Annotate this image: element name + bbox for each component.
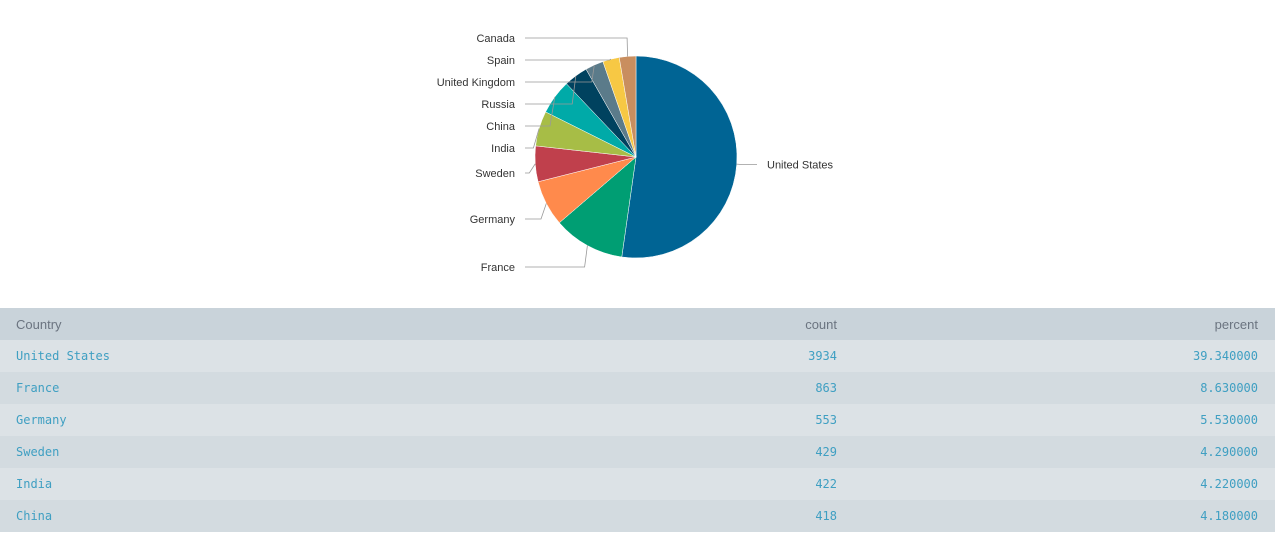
country-cell[interactable]: China: [16, 509, 53, 523]
count-cell[interactable]: 418: [815, 509, 837, 523]
column-header-country[interactable]: Country: [16, 316, 62, 332]
leader-line: [525, 245, 588, 268]
pie-label-china: China: [486, 121, 516, 133]
pie-label-india: India: [491, 143, 516, 155]
country-cell[interactable]: United States: [16, 349, 110, 363]
table-row: China 418 4.180000: [0, 500, 1275, 532]
leader-line: [525, 37, 628, 57]
pie-chart: United States France Germany Sweden India Chi…: [437, 33, 834, 274]
table-row: Sweden 429 4.290000: [0, 436, 1275, 468]
column-header-percent[interactable]: percent: [1214, 316, 1258, 332]
percent-cell[interactable]: 4.220000: [1200, 477, 1258, 491]
percent-cell[interactable]: 4.290000: [1200, 445, 1258, 459]
count-cell[interactable]: 429: [815, 445, 837, 459]
pie-label-canada: Canada: [476, 33, 515, 45]
count-cell[interactable]: 863: [815, 381, 837, 395]
pie-label-germany: Germany: [470, 214, 516, 226]
pie-label-spain: Spain: [487, 55, 515, 67]
table-row: United States 3934 39.340000: [0, 340, 1275, 372]
percent-cell[interactable]: 39.340000: [1192, 349, 1258, 363]
leader-line: [525, 203, 547, 220]
pie-slice-france[interactable]: [558, 156, 637, 258]
pie-label-france: France: [481, 262, 515, 274]
pie-leader-lines: [525, 37, 757, 268]
table-row: France 863 8.630000: [0, 372, 1275, 404]
country-cell[interactable]: Sweden: [16, 445, 60, 459]
leader-line: [525, 128, 540, 149]
percent-cell[interactable]: 5.530000: [1200, 413, 1258, 427]
percent-cell[interactable]: 8.630000: [1200, 381, 1258, 395]
results-table: Country count percent United States 3934…: [0, 308, 1275, 532]
leader-line: [525, 96, 556, 127]
table-header-row: Country count percent: [0, 308, 1275, 340]
pie-slice-united-states[interactable]: [621, 55, 738, 259]
leader-line: [736, 163, 757, 166]
pie-label-united-states: United States: [767, 160, 834, 172]
leader-line: [525, 163, 536, 174]
count-cell[interactable]: 3934: [808, 349, 837, 363]
leader-line: [525, 58, 612, 61]
country-cell[interactable]: Germany: [16, 413, 67, 427]
country-cell[interactable]: France: [16, 381, 60, 395]
pie-label-russia: Russia: [481, 99, 516, 111]
pie-label-united-kingdom: United Kingdom: [437, 77, 515, 89]
table-row: India 422 4.220000: [0, 468, 1275, 500]
percent-cell[interactable]: 4.180000: [1200, 509, 1258, 523]
leader-line: [525, 75, 577, 105]
country-cell[interactable]: India: [16, 477, 53, 491]
pie-slices: [534, 55, 738, 259]
count-cell[interactable]: 553: [815, 413, 837, 427]
leader-line: [525, 64, 595, 83]
column-header-count[interactable]: count: [805, 316, 837, 332]
count-cell[interactable]: 422: [815, 477, 837, 491]
pie-labels: United States France Germany Sweden India Chi…: [437, 33, 834, 274]
pie-label-sweden: Sweden: [475, 168, 515, 180]
table-row: Germany 553 5.530000: [0, 404, 1275, 436]
